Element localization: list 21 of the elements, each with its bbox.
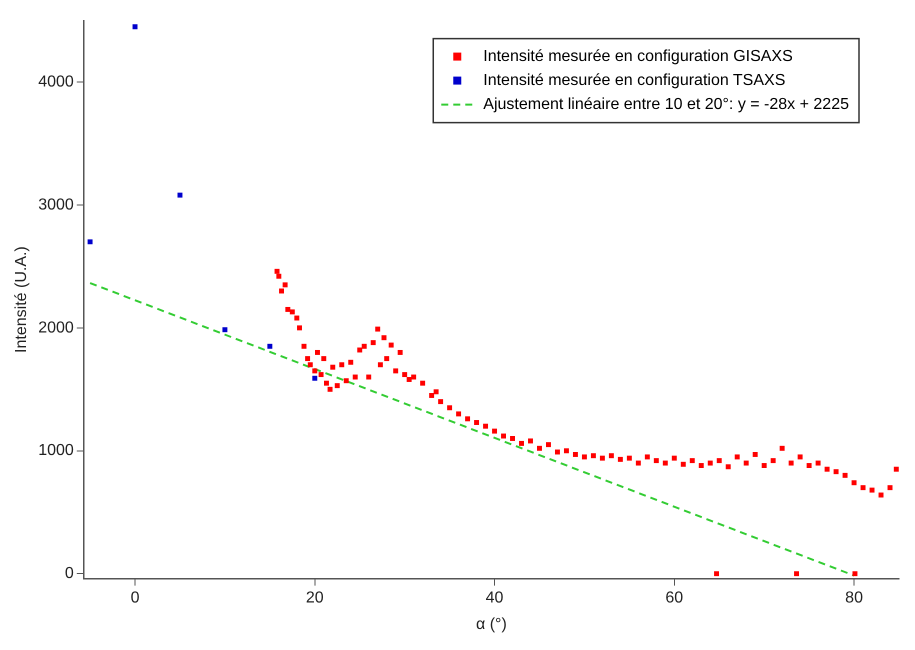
point [222,327,228,332]
x-tick-label: 0 [130,590,140,607]
x-tick-label: 20 [306,590,324,607]
y-tick-label: 2000 [38,319,74,336]
x-tick-label: 60 [665,590,684,607]
x-tick-label: 40 [486,590,504,607]
point [177,192,182,198]
y-tick-label: 0 [64,565,74,582]
y-tick-label: 3000 [38,196,74,214]
legend-label: Ajustement linéaire entre 10 et 20°: y = -28x + 2225 [483,96,850,114]
point [88,239,93,244]
y-tick-label: 4000 [38,73,74,90]
x-axis-title: α (°) [476,616,507,633]
point [312,376,318,381]
legend-label: Intensité mesurée en configuration GISAXS [483,48,793,66]
x-tick-label: 80 [845,590,864,607]
y-axis-title: Intensité (U.A.) [13,246,30,353]
y-tick-label: 1000 [38,442,74,460]
point [267,344,272,349]
legend-label: Intensité mesurée en configuration TSAXS [483,72,786,90]
point [132,24,138,30]
